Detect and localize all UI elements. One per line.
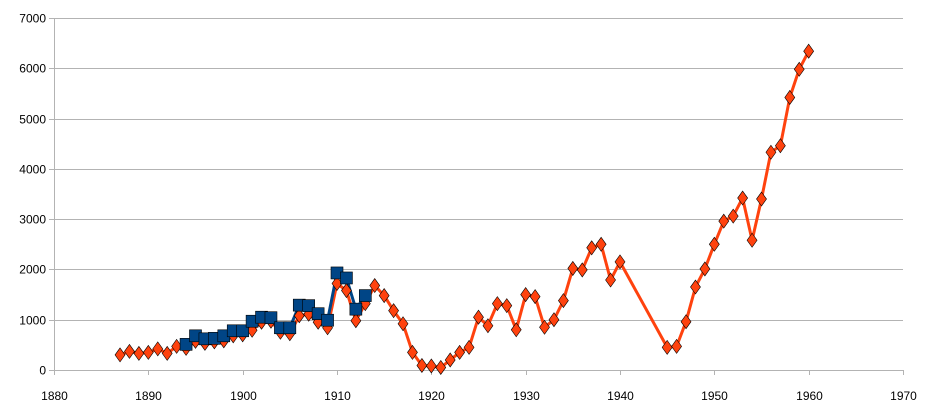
x-axis-tick-labels: 1880 1890 1900 1910 1920 1930 1940 1950 1960 1970: [41, 389, 917, 403]
diamond-marker: [614, 254, 626, 270]
x-tick-label: 1910: [324, 389, 351, 403]
horizontal-gridlines: [54, 18, 903, 321]
diamond-marker: [576, 262, 588, 278]
x-tick-label: 1900: [230, 389, 257, 403]
y-tick-label: 7000: [19, 12, 46, 26]
x-tick-label: 1960: [796, 389, 823, 403]
diamond-marker: [539, 319, 550, 335]
diamond-marker: [520, 287, 532, 303]
diamond-marker: [548, 312, 560, 328]
diamond-marker: [416, 357, 428, 373]
diamond-marker: [680, 314, 692, 330]
square-marker: [302, 299, 316, 312]
diamond-marker: [463, 339, 475, 355]
y-tick-label: 2000: [19, 263, 46, 277]
diamond-marker: [567, 260, 579, 276]
axes: [49, 18, 904, 375]
y-tick-label: 1000: [19, 314, 46, 328]
diamond-marker: [774, 138, 786, 154]
diamond-marker: [425, 358, 437, 374]
diamond-marker: [491, 296, 503, 312]
diamond-marker: [444, 352, 456, 368]
diamond-marker: [756, 191, 767, 207]
diamond-marker: [152, 341, 164, 357]
square-marker: [179, 338, 193, 351]
series-markers: [114, 43, 815, 376]
x-tick-label: 1970: [890, 389, 917, 403]
x-tick-label: 1930: [513, 389, 540, 403]
diamond-marker: [407, 344, 418, 360]
diamond-marker: [529, 289, 541, 305]
diamond-marker: [397, 316, 409, 332]
square-marker: [349, 302, 363, 316]
diamond-marker: [765, 144, 777, 160]
diamond-marker: [708, 236, 720, 252]
diamond-marker: [369, 278, 381, 294]
square-marker: [283, 321, 297, 335]
diamond-marker: [501, 298, 513, 314]
diamond-marker: [586, 240, 598, 256]
diamond-marker: [378, 288, 390, 304]
diamond-marker: [350, 313, 362, 329]
y-axis-tick-labels: 0 1000 2000 3000 4000 5000 6000 7000: [19, 12, 46, 378]
x-tick-label: 1880: [41, 389, 68, 403]
diamond-marker: [473, 309, 484, 325]
diamond-marker: [133, 345, 145, 361]
diamond-marker: [435, 359, 447, 376]
y-tick-label: 3000: [19, 213, 46, 227]
diamond-marker: [784, 89, 796, 105]
diamond-marker: [142, 344, 154, 360]
square-marker: [311, 307, 325, 320]
diamond-marker: [510, 322, 522, 338]
diamond-marker: [482, 318, 494, 334]
diamond-marker: [161, 345, 173, 361]
diamond-marker: [690, 279, 701, 295]
square-marker: [358, 289, 372, 302]
y-tick-label: 5000: [19, 113, 46, 127]
diamond-marker: [595, 236, 607, 252]
diamond-marker: [558, 293, 569, 309]
diamond-marker: [803, 43, 815, 59]
y-tick-label: 6000: [19, 62, 46, 76]
diamond-marker: [293, 308, 305, 324]
diamond-marker: [671, 338, 682, 354]
diamond-marker: [661, 339, 673, 355]
y-tick-label: 0: [39, 364, 46, 378]
x-tick-label: 1920: [418, 389, 445, 403]
diamond-marker: [388, 303, 399, 319]
square-marker: [340, 271, 353, 285]
diamond-marker: [718, 213, 730, 229]
diamond-marker: [699, 261, 711, 277]
diamond-marker: [746, 232, 758, 248]
diamond-marker: [605, 272, 616, 288]
diamond-marker: [793, 61, 805, 77]
x-tick-label: 1950: [701, 389, 728, 403]
diamond-marker: [341, 283, 352, 299]
diamond-marker: [727, 208, 739, 224]
diamond-marker: [124, 343, 135, 359]
square-marker: [236, 324, 249, 338]
diamond-marker: [454, 344, 466, 360]
diamond-marker: [114, 347, 126, 363]
square-marker: [264, 311, 278, 325]
x-tick-label: 1890: [135, 389, 162, 403]
square-marker: [321, 313, 334, 327]
y-tick-label: 4000: [19, 163, 46, 177]
diamond-marker: [737, 190, 749, 206]
x-tick-label: 1940: [607, 389, 634, 403]
